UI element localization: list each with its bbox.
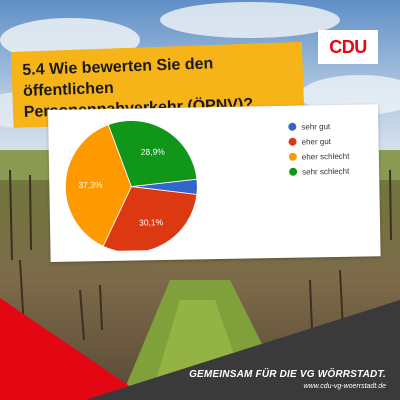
cdu-logo: CDU <box>318 30 378 64</box>
pie-slice-sehr-schlecht <box>107 120 198 187</box>
pie-data-label: 37,3% <box>78 180 103 190</box>
chart-card: 30,1% 37,3% 28,9% sehr gut eher gut eher sch… <box>48 104 381 262</box>
pie-chart: 30,1% 37,3% 28,9% <box>64 120 198 252</box>
pie-data-label: 30,1% <box>139 217 164 227</box>
red-corner-shape <box>0 298 150 400</box>
pie-slice-eher-gut <box>102 186 198 252</box>
footer-url: www.cdu-vg-woerrstadt.de <box>303 383 386 390</box>
footer-slogan: GEMEINSAM FÜR DIE VG WÖRRSTADT. <box>189 369 386 380</box>
pie-slice-eher-schlecht <box>64 124 132 247</box>
dark-footer-shape <box>85 300 400 400</box>
pie-data-label: 28,9% <box>141 146 166 156</box>
